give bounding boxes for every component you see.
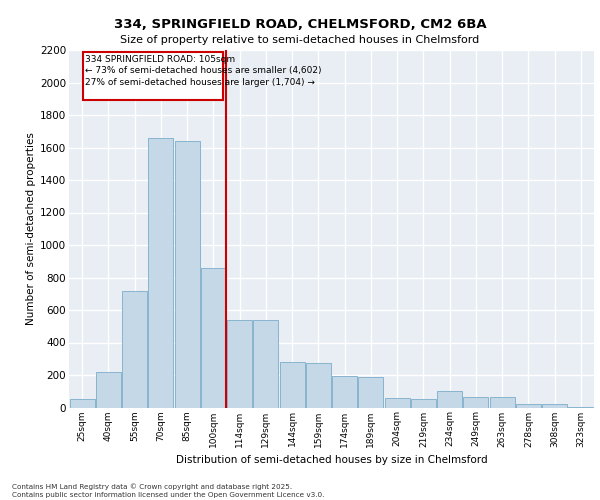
Bar: [148, 138, 173, 407]
FancyBboxPatch shape: [83, 52, 223, 100]
Bar: [306, 363, 331, 408]
Text: 334, SPRINGFIELD ROAD, CHELMSFORD, CM2 6BA: 334, SPRINGFIELD ROAD, CHELMSFORD, CM2 6…: [113, 18, 487, 30]
Bar: [175, 141, 200, 407]
Bar: [385, 398, 410, 407]
Bar: [411, 398, 436, 407]
Bar: [332, 376, 357, 408]
Text: ← 73% of semi-detached houses are smaller (4,602): ← 73% of semi-detached houses are smalle…: [85, 66, 321, 76]
Y-axis label: Number of semi-detached properties: Number of semi-detached properties: [26, 132, 36, 325]
Bar: [96, 372, 121, 408]
Bar: [201, 268, 226, 407]
Text: Contains HM Land Registry data © Crown copyright and database right 2025.
Contai: Contains HM Land Registry data © Crown c…: [12, 484, 325, 498]
Bar: [463, 397, 488, 407]
Bar: [227, 320, 252, 408]
Bar: [122, 290, 147, 408]
Bar: [280, 362, 305, 408]
Bar: [253, 320, 278, 408]
X-axis label: Distribution of semi-detached houses by size in Chelmsford: Distribution of semi-detached houses by …: [176, 455, 487, 465]
Bar: [542, 404, 567, 407]
Bar: [490, 397, 515, 407]
Bar: [70, 400, 95, 407]
Bar: [516, 404, 541, 407]
Text: 27% of semi-detached houses are larger (1,704) →: 27% of semi-detached houses are larger (…: [85, 78, 314, 88]
Bar: [358, 376, 383, 408]
Bar: [568, 406, 593, 408]
Bar: [437, 391, 462, 407]
Text: Size of property relative to semi-detached houses in Chelmsford: Size of property relative to semi-detach…: [121, 35, 479, 45]
Text: 334 SPRINGFIELD ROAD: 105sqm: 334 SPRINGFIELD ROAD: 105sqm: [85, 55, 235, 64]
